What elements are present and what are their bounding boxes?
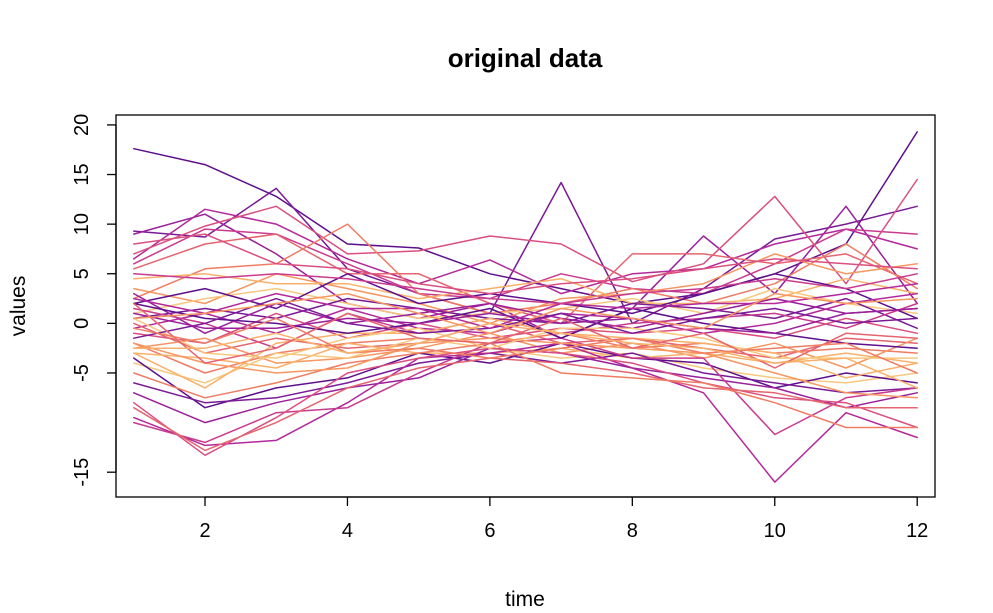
x-axis: 2 4 6 8 10 12: [199, 496, 928, 542]
x-tick-label: 2: [199, 520, 210, 542]
y-tick-label: 20: [71, 114, 93, 136]
y-tick-label: 15: [71, 163, 93, 185]
series-line: [133, 228, 918, 300]
series-line: [133, 131, 918, 305]
x-tick-label: 4: [342, 520, 353, 542]
series-line: [133, 357, 918, 452]
x-tick-label: 10: [764, 520, 786, 542]
series-layer: [133, 131, 918, 483]
series-line: [133, 223, 918, 315]
series-line: [133, 342, 918, 429]
y-tick-label: -15: [71, 458, 93, 487]
series-line: [133, 233, 918, 295]
series-line: [133, 322, 918, 359]
x-tick-label: 12: [906, 520, 928, 542]
y-tick-label: -5: [71, 364, 93, 382]
series-line: [133, 347, 918, 457]
series-line: [133, 317, 918, 359]
x-axis-title: time: [505, 588, 545, 611]
y-tick-label: 10: [71, 213, 93, 235]
series-line: [133, 292, 918, 335]
series-line: [133, 342, 918, 483]
y-tick-label: 0: [71, 318, 93, 329]
series-line: [133, 317, 918, 374]
y-tick-label: 5: [71, 268, 93, 279]
series-line: [133, 292, 918, 335]
chart-title: original data: [448, 43, 603, 73]
series-line: [133, 273, 918, 305]
series-line: [133, 178, 918, 285]
y-axis-title: values: [7, 276, 30, 337]
series-line: [133, 233, 918, 325]
y-axis: -15 -5 0 5 10 15 20: [71, 114, 117, 487]
x-tick-label: 8: [627, 520, 638, 542]
series-line: [133, 181, 918, 325]
series-line: [133, 322, 918, 389]
series-line: [133, 337, 918, 399]
series-line: [133, 282, 918, 330]
series-line: [133, 307, 918, 335]
series-line: [133, 208, 918, 295]
x-tick-label: 6: [484, 520, 495, 542]
